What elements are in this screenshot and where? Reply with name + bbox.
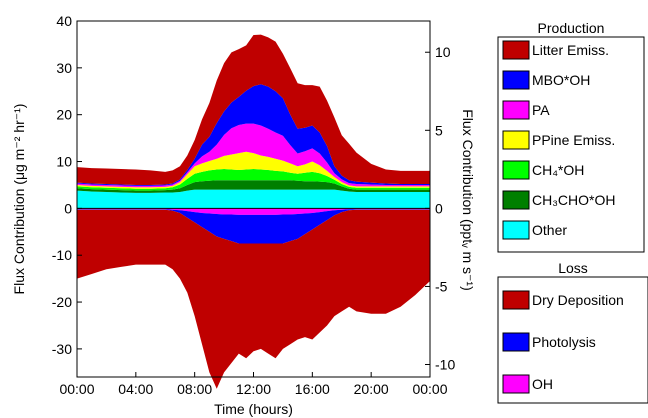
left-axis: 40 30 20 10 0 -10 -20 -30 <box>52 13 82 357</box>
x-axis: 00:00 04:00 08:00 12:00 16:00 20:00 00:00 <box>59 372 448 397</box>
legend-loss-swatch-photolysis <box>502 332 530 352</box>
x-axis-label: Time (hours) <box>214 401 293 417</box>
right-tick-label: 5 <box>435 122 443 138</box>
legend-production-label-ch-oh: CH₄*OH <box>532 162 584 178</box>
legend-production-label-other: Other <box>532 222 567 238</box>
legend-loss: Loss Dry Deposition Photolysis OH <box>497 260 648 404</box>
legend-production-swatch-mbo-oh <box>502 70 530 90</box>
legend-production-swatch-other <box>502 220 530 240</box>
legend-production-swatch-ch-oh <box>502 160 530 180</box>
right-tick-label: -5 <box>435 278 448 294</box>
production-area-ch4-oh <box>77 169 430 191</box>
legend-loss-label-dry-deposition: Dry Deposition <box>532 292 624 308</box>
left-tick-label: 20 <box>56 107 72 123</box>
right-tick-label: 10 <box>435 44 451 60</box>
legend-production-label-mbo-oh: MBO*OH <box>532 72 590 88</box>
legend-loss-swatch-dry-deposition <box>502 290 530 310</box>
left-tick-label: 0 <box>64 200 72 216</box>
x-tick-label: 04:00 <box>118 381 153 397</box>
x-tick-label: 20:00 <box>354 381 389 397</box>
legend-loss-label-oh: OH <box>532 376 553 392</box>
y-axis-label-left: Flux Contribution (μg m⁻² hr⁻¹) <box>11 104 27 295</box>
legend-production-label-ch-cho-oh: CH₃CHO*OH <box>532 192 615 208</box>
left-tick-label: -20 <box>52 294 72 310</box>
production-area-other <box>77 189 430 209</box>
production-area-pa <box>77 123 430 188</box>
production-area-ppine-emiss <box>77 151 430 189</box>
legend-production-label-ppine-emiss: PPine Emiss. <box>532 132 615 148</box>
y-axis-label-right: Flux Contribution (pptᵥ m s⁻¹) <box>460 109 476 291</box>
production-area-ch3cho-oh <box>77 180 430 193</box>
legend-production-swatch-pa <box>502 100 530 120</box>
legend-loss-swatch-oh <box>502 374 530 394</box>
left-tick-label: -10 <box>52 247 72 263</box>
legend-production: Production Litter Emiss. MBO*OH PA PPine Emi… <box>497 20 645 253</box>
legend-loss-title: Loss <box>558 260 588 276</box>
legend-production-label-litter-emiss: Litter Emiss. <box>532 42 609 58</box>
right-tick-label: -10 <box>435 357 455 373</box>
legend-production-swatch-ch-cho-oh <box>502 190 530 210</box>
legend-production-swatch-ppine-emiss <box>502 130 530 150</box>
legend-production-swatch-litter-emiss <box>502 40 530 60</box>
loss-area-dry-deposition <box>77 209 430 389</box>
loss-area-oh <box>77 208 430 215</box>
stacked-areas <box>77 34 430 389</box>
right-tick-label: 0 <box>435 200 443 216</box>
x-tick-label: 16:00 <box>295 381 330 397</box>
x-tick-label: 00:00 <box>412 381 447 397</box>
legend-production-label-pa: PA <box>532 102 550 118</box>
x-tick-label: 00:00 <box>59 381 94 397</box>
right-axis: 10 5 0 -5 -10 <box>425 44 455 373</box>
x-tick-label: 12:00 <box>236 381 271 397</box>
left-tick-label: 30 <box>56 60 72 76</box>
production-area-litter-emiss <box>77 34 430 185</box>
legend-loss-label-photolysis: Photolysis <box>532 334 596 350</box>
left-tick-label: 10 <box>56 154 72 170</box>
x-tick-label: 08:00 <box>177 381 212 397</box>
legend-production-title: Production <box>538 20 605 36</box>
left-tick-label: 40 <box>56 13 72 29</box>
production-area-mbo-oh <box>77 84 430 186</box>
loss-area-photolysis <box>77 209 430 244</box>
left-tick-label: -30 <box>52 341 72 357</box>
